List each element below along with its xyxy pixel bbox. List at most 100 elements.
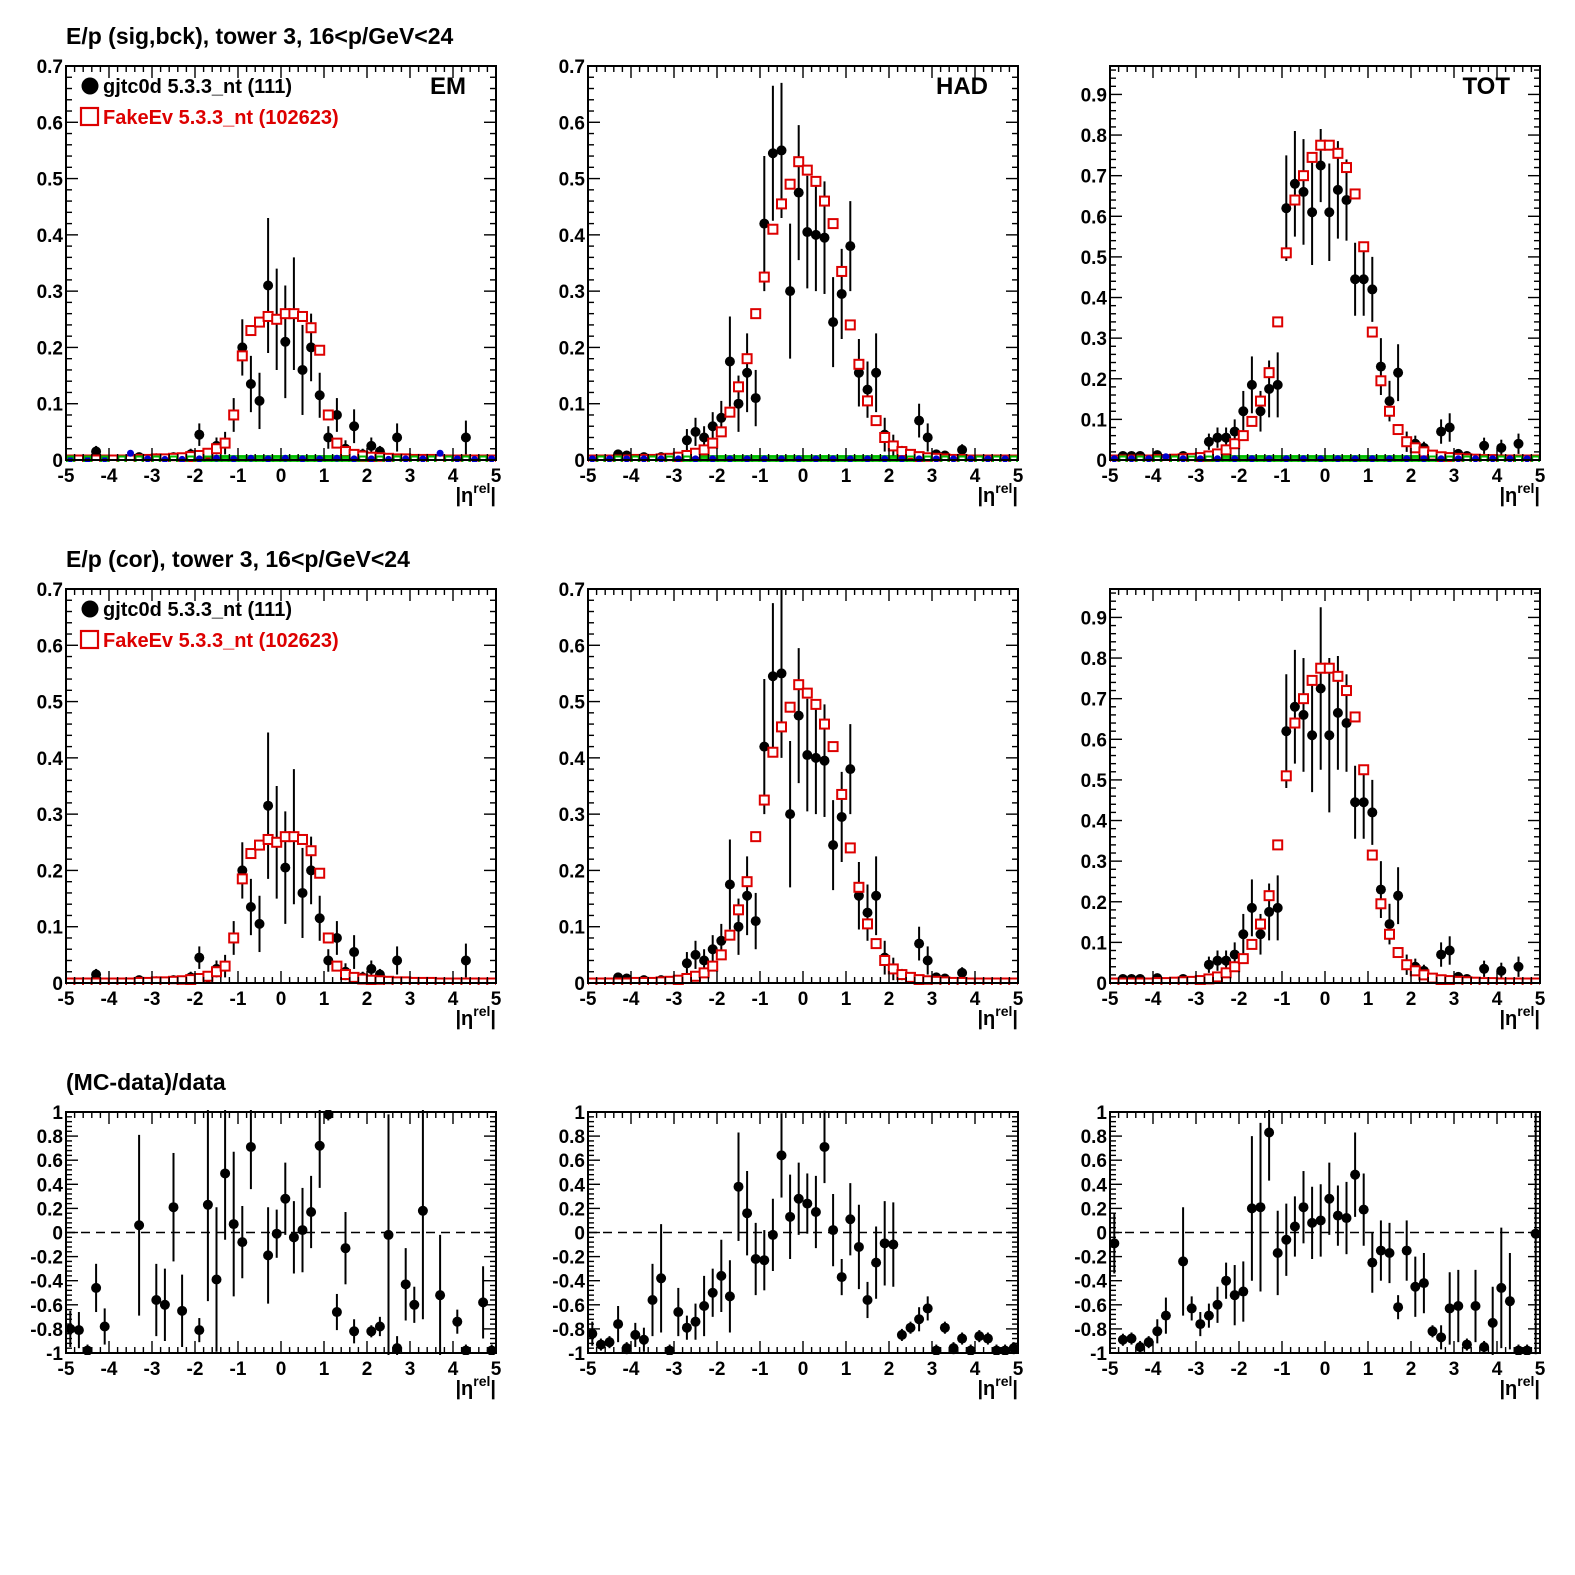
y-tick-label: 0.2 bbox=[559, 861, 585, 882]
data-point bbox=[767, 1229, 778, 1240]
mc-point bbox=[853, 358, 865, 370]
data-point bbox=[1530, 1228, 1540, 1239]
data-point bbox=[640, 455, 648, 462]
data-point bbox=[674, 455, 682, 462]
data-point bbox=[237, 1237, 248, 1248]
mc-point bbox=[1255, 918, 1266, 930]
y-tick-label: 0 bbox=[574, 974, 585, 995]
data-point bbox=[699, 432, 710, 443]
data-point bbox=[828, 317, 839, 328]
x-axis-label: |ηrel| bbox=[977, 480, 1018, 507]
x-tick-label: 3 bbox=[405, 989, 416, 1010]
data-point bbox=[202, 1199, 213, 1210]
x-tick-label: 5 bbox=[1535, 466, 1546, 487]
data-point bbox=[1367, 284, 1378, 295]
legend-data-marker bbox=[81, 600, 99, 618]
ticks: -5 -4 -3 -2 -1 0 1 2 3 4 5 -1 -0.8 -0.6 -0.4 -0.2 0 0.2 0.… bbox=[30, 1103, 501, 1380]
data-point bbox=[681, 435, 692, 446]
data-point bbox=[726, 455, 734, 462]
mc-point bbox=[810, 175, 822, 187]
data-point bbox=[314, 913, 325, 924]
x-tick-label: 2 bbox=[362, 989, 373, 1010]
x-tick-label: 2 bbox=[1406, 1359, 1417, 1380]
plot-area bbox=[1110, 1110, 1540, 1355]
x-axis-label-sup: rel bbox=[995, 1373, 1012, 1389]
y-tick-label: 0.8 bbox=[37, 1127, 63, 1148]
mc-point bbox=[271, 836, 283, 848]
data-point bbox=[1437, 455, 1445, 462]
data-point bbox=[1264, 906, 1275, 917]
mc-point bbox=[887, 440, 899, 452]
y-tick-label: 0.3 bbox=[559, 805, 585, 826]
data-point bbox=[881, 455, 889, 462]
data-point bbox=[1315, 160, 1326, 171]
mc-point bbox=[750, 831, 762, 843]
data-point bbox=[1255, 929, 1266, 940]
data-point bbox=[1315, 683, 1326, 694]
x-tick-label: 0 bbox=[1320, 989, 1331, 1010]
y-tick-label: 0.9 bbox=[1081, 85, 1107, 106]
row-title-ratio: (MC-data)/data bbox=[66, 1069, 226, 1095]
data-point bbox=[974, 1331, 985, 1342]
data-point bbox=[1265, 455, 1273, 462]
x-tick-label: -3 bbox=[144, 466, 161, 487]
x-tick-label: 3 bbox=[927, 466, 938, 487]
data-point bbox=[1135, 1341, 1146, 1352]
data-point bbox=[271, 1228, 282, 1239]
data-point bbox=[709, 455, 717, 462]
data-point bbox=[1479, 1341, 1490, 1352]
data-point bbox=[151, 1294, 162, 1305]
data-point bbox=[1195, 1319, 1206, 1330]
x-tick-label: -5 bbox=[58, 466, 75, 487]
mc-point bbox=[331, 437, 343, 449]
data-point bbox=[314, 1140, 325, 1151]
data-point bbox=[623, 455, 631, 462]
series-0 bbox=[588, 1110, 1018, 1355]
data-point bbox=[673, 1307, 684, 1318]
x-axis-label: |ηrel| bbox=[455, 1373, 496, 1400]
legend-mc-label: FakeEv 5.3.3_nt (102623) bbox=[103, 630, 339, 652]
data-point bbox=[245, 1141, 256, 1152]
data-point bbox=[1231, 455, 1239, 462]
legends: gjtc0d 5.3.3_nt (111) FakeEv 5.3.3_nt (1… bbox=[79, 76, 339, 652]
mc-point bbox=[305, 322, 317, 334]
y-tick-label: -0.8 bbox=[30, 1320, 63, 1341]
x-axis-label-tail: | bbox=[490, 1378, 496, 1400]
y-tick-label: -0.2 bbox=[552, 1248, 585, 1269]
data-point bbox=[392, 432, 403, 443]
data-point bbox=[1418, 1278, 1429, 1289]
x-tick-label: -4 bbox=[101, 1359, 118, 1380]
mc-point bbox=[741, 353, 753, 365]
mc-point bbox=[1401, 436, 1413, 448]
panel-tag-had: HAD bbox=[936, 73, 988, 100]
data-point bbox=[862, 1294, 873, 1305]
data-point bbox=[1238, 406, 1249, 417]
data-point bbox=[785, 286, 796, 297]
y-tick-label: 0.5 bbox=[1081, 248, 1108, 269]
ticks: -5 -4 -3 -2 -1 0 1 2 3 4 5 -1 -0.8 -0.6 -0.4 -0.2 0 0.2 0.… bbox=[552, 1103, 1023, 1380]
data-point bbox=[690, 1316, 701, 1327]
data-point bbox=[898, 455, 906, 462]
mc-point bbox=[801, 164, 813, 176]
data-point bbox=[419, 455, 427, 462]
mc-point bbox=[1229, 438, 1241, 450]
plot-frame bbox=[1109, 65, 1541, 461]
data-point bbox=[776, 668, 787, 679]
data-point bbox=[99, 1321, 110, 1332]
data-point bbox=[915, 455, 923, 462]
data-point bbox=[228, 1219, 239, 1230]
plot-frame bbox=[587, 588, 1019, 984]
mc-point bbox=[1298, 170, 1309, 182]
x-tick-label: -1 bbox=[230, 466, 247, 487]
mc-point bbox=[784, 178, 796, 190]
x-axis-label-sup: rel bbox=[1517, 1373, 1534, 1389]
data-point bbox=[1281, 1234, 1292, 1245]
data-point bbox=[948, 1343, 959, 1354]
x-tick-label: -1 bbox=[230, 1359, 247, 1380]
data-point bbox=[349, 1326, 360, 1337]
x-tick-label: 3 bbox=[1449, 989, 1460, 1010]
data-point bbox=[896, 1329, 907, 1340]
x-tick-label: 0 bbox=[1320, 1359, 1331, 1380]
y-tick-label: 0.1 bbox=[1081, 933, 1108, 954]
series-1 bbox=[66, 308, 496, 462]
